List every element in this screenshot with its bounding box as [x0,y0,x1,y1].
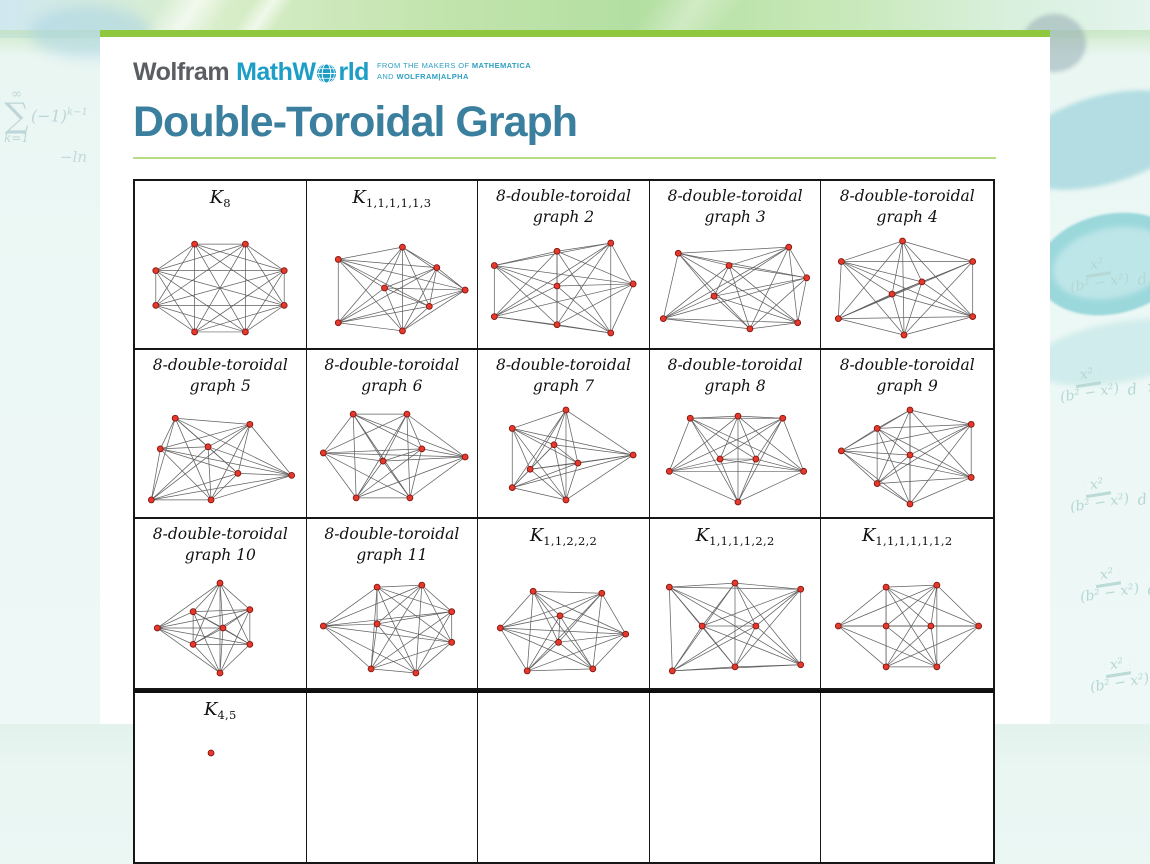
graph-cell [478,693,650,863]
top-accent-bar [100,30,1050,37]
graph-drawing [666,412,808,506]
graph-label: 8-double-toroidal graph 5 [152,356,288,395]
table-row-2: 8-double-toroidal graph 5 8-double-toroida… [135,350,993,520]
graph-cell: 8-double-toroidal graph 4 [821,181,993,351]
table-row-4: K4,5 [135,693,993,863]
graph-label: K1,1,1,1,1,1,2 [861,525,953,549]
graph-label: K1,1,2,2,2 [529,525,598,549]
graph-cell: 8-double-toroidal graph 10 [135,519,307,689]
graph-cell: 8-double-toroidal graph 3 [649,181,822,351]
page-title: Double-Toroidal Graph [133,98,578,146]
graph-drawing [152,240,288,336]
content-panel: Wolfram MathW rld FROM THE MAKERS OF MAT… [100,30,1050,864]
graph-drawing [497,587,630,675]
graph-label: 8-double-toroidal graph 7 [495,356,631,395]
graph-cell: 8-double-toroidal graph 6 [306,350,479,520]
title-divider [133,157,996,160]
graph-drawing [835,581,983,671]
graph-label: 8-double-toroidal graph 11 [324,525,460,564]
graph-cell: 8-double-toroidal graph 5 [135,350,307,520]
graph-cell [650,693,822,863]
graph-cell [821,693,993,862]
graph-label: K1,1,1,1,1,3 [352,187,432,211]
graph-cell: K1,1,2,2,2 [478,519,650,689]
graph-drawing [660,243,811,333]
graph-label: 8-double-toroidal graph 3 [667,187,803,226]
background-ln-formula: −ln [60,148,88,166]
graph-table: K8 K1,1,1,1,1,3 8-double-toroidal graph 2 8-… [100,179,1050,864]
globe-icon [317,63,337,84]
graph-drawing [207,749,215,757]
graph-drawing [334,243,469,335]
graph-cell: K1,1,1,1,2,2 [650,519,822,689]
graph-label: 8-double-toroidal graph 8 [667,356,803,395]
graph-cell: K1,1,1,1,1,3 [306,181,479,351]
graph-drawing [319,581,455,677]
graph-label: 8-double-toroidal graph 2 [495,187,631,226]
graph-label: K1,1,1,1,2,2 [695,525,775,549]
graph-drawing [154,579,254,677]
graph-cell: 8-double-toroidal graph 8 [649,350,822,520]
graph-label: 8-double-toroidal graph 6 [324,356,460,395]
graph-cell: K8 [135,181,307,351]
mathworld-logo-link[interactable]: Wolfram MathW rld FROM THE MAKERS OF MAT… [133,58,1050,87]
graph-table-main: K8 K1,1,1,1,1,3 8-double-toroidal graph 2 8-… [133,179,995,691]
graph-cell: 8-double-toroidal graph 7 [478,350,650,520]
graph-cell [307,693,479,863]
graph-cell: K4,5 [135,693,307,863]
graph-table-continued: K4,5 [133,690,995,864]
graph-cell: 8-double-toroidal graph 11 [307,519,479,689]
background-sum-formula: ∞ ∑ k=1 (−1)k−1 [4,87,88,145]
graph-label: 8-double-toroidal graph 9 [839,356,975,395]
graph-drawing [491,239,638,337]
graph-cell: 8-double-toroidal graph 2 [478,181,650,351]
graph-cell: K1,1,1,1,1,1,2 [821,519,993,688]
graph-label: K8 [209,187,231,211]
graph-drawing [148,414,296,504]
graph-label: K4,5 [203,699,237,723]
graph-label: 8-double-toroidal graph 4 [839,187,975,226]
graph-drawing [838,406,975,508]
graph-drawing [666,579,805,675]
graph-drawing [319,410,469,502]
graph-cell: 8-double-toroidal graph 9 [821,350,993,520]
logo-tagline: FROM THE MAKERS OF MATHEMATICA AND WOLFR… [376,61,532,81]
graph-drawing [509,406,638,504]
wolfram-wordmark: Wolfram [133,58,230,86]
graph-drawing [835,237,977,339]
table-row-1: K8 K1,1,1,1,1,3 8-double-toroidal graph 2 8-… [135,181,993,351]
graph-label: 8-double-toroidal graph 10 [152,525,288,564]
table-row-3: 8-double-toroidal graph 10 8-double-toroid… [135,519,993,689]
mathworld-wordmark: MathW rld [236,58,369,86]
